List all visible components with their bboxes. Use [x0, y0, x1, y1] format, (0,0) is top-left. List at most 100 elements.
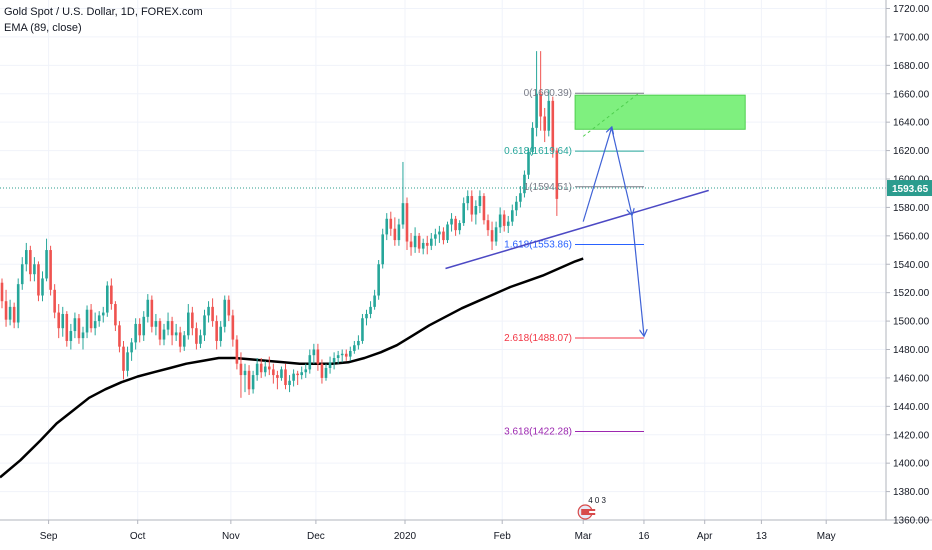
candle-body: [397, 224, 401, 241]
bullish-candle: [523, 170, 526, 198]
bullish-candle: [81, 326, 85, 350]
candle-body: [53, 289, 56, 313]
ema-line: [0, 257, 584, 479]
projection-arrow: [631, 214, 644, 336]
price-tick-label: 1720.00: [893, 4, 930, 15]
bullish-candle: [97, 311, 101, 327]
price-tick-label: 1700.00: [893, 32, 930, 43]
bullish-candle: [474, 200, 478, 225]
bullish-candle: [506, 215, 510, 233]
bearish-candle: [502, 210, 506, 232]
trendline-layer: [445, 91, 709, 270]
candle-body: [482, 196, 486, 221]
bullish-candle: [16, 278, 20, 329]
candle-body: [421, 242, 425, 249]
fib-level-3-618: 3.618(1422.28): [504, 427, 644, 438]
candle-body: [474, 205, 478, 215]
bullish-candle: [154, 313, 158, 336]
bearish-candle: [490, 221, 494, 251]
bullish-candle: [73, 312, 77, 339]
candle-body: [393, 228, 397, 241]
candle-body: [434, 234, 437, 239]
bullish-candle: [25, 242, 28, 272]
bullish-candle: [203, 309, 206, 341]
bearish-candle: [0, 278, 4, 309]
bullish-candle: [300, 366, 303, 380]
bearish-candle: [191, 306, 194, 336]
bullish-candle: [385, 213, 389, 241]
bearish-candle: [543, 107, 546, 143]
candle-body: [373, 295, 376, 307]
bearish-candle: [296, 370, 299, 386]
price-tick-label: 1440.00: [893, 402, 930, 413]
candle-body: [446, 224, 449, 241]
bearish-candle: [259, 358, 263, 378]
bullish-candle: [263, 360, 267, 377]
bullish-candle: [126, 346, 129, 377]
candle-body: [227, 299, 231, 316]
candle-body: [519, 193, 522, 202]
fib-level-0-618: 0.618(1619.64): [504, 146, 644, 157]
bullish-candle: [511, 204, 514, 226]
candle-body: [122, 346, 125, 371]
last-price-label: 1593.65: [892, 184, 929, 195]
symbol-title[interactable]: Gold Spot / U.S. Dollar, 1D, FOREX.com: [4, 6, 203, 18]
candle-body: [336, 355, 340, 359]
bearish-candle: [114, 301, 117, 332]
bullish-candle: [462, 197, 465, 226]
bearish-candle: [118, 321, 121, 353]
candle-body: [316, 349, 320, 364]
candle-body: [191, 312, 194, 329]
candle-body: [543, 116, 546, 131]
candle-body: [61, 313, 65, 329]
candle-body: [231, 315, 235, 340]
bearish-candle: [158, 318, 162, 346]
bullish-candle: [8, 299, 12, 326]
bullish-candle: [369, 301, 372, 319]
candle-body: [272, 369, 275, 376]
price-tick-label: 1520.00: [893, 288, 930, 299]
bullish-candle: [146, 294, 150, 323]
bearish-candle: [65, 311, 69, 347]
bullish-candle: [33, 257, 36, 282]
candle-body: [199, 335, 202, 344]
bearish-candle: [122, 340, 125, 380]
candle-body: [288, 380, 291, 386]
bullish-candle: [365, 309, 368, 326]
candle-body: [126, 352, 129, 371]
candle-body: [207, 306, 210, 316]
bearish-candle: [247, 365, 251, 395]
candle-body: [344, 353, 348, 357]
price-tick-label: 1640.00: [893, 118, 930, 129]
time-tick-label: 16: [638, 531, 650, 542]
candle-body: [187, 312, 190, 336]
indicator-title[interactable]: EMA (89, close): [4, 22, 82, 34]
time-tick-label: Feb: [494, 531, 512, 542]
candle-body: [535, 93, 538, 128]
candle-body: [215, 321, 218, 341]
bearish-candle: [316, 343, 320, 371]
candle-body: [353, 345, 356, 351]
candle-body: [361, 318, 364, 341]
bullish-candle: [438, 225, 441, 243]
candle-body: [118, 325, 121, 347]
candle-body: [430, 238, 433, 246]
bearish-candle: [272, 363, 275, 384]
candle-body: [37, 264, 40, 296]
bullish-candle: [106, 281, 109, 317]
candle-body: [162, 329, 166, 340]
bullish-candle: [527, 147, 530, 179]
flag-badge-icon: 4 0 3: [577, 496, 607, 520]
bullish-candle: [361, 313, 364, 344]
candle-body: [308, 355, 312, 370]
bearish-candle: [344, 349, 348, 361]
bullish-candle: [478, 190, 482, 214]
bearish-candle: [170, 316, 174, 346]
candle-body: [413, 235, 417, 248]
price-tick-label: 1480.00: [893, 345, 930, 356]
candle-body: [182, 335, 186, 347]
candle-body: [239, 363, 243, 376]
candle-body: [466, 196, 470, 204]
